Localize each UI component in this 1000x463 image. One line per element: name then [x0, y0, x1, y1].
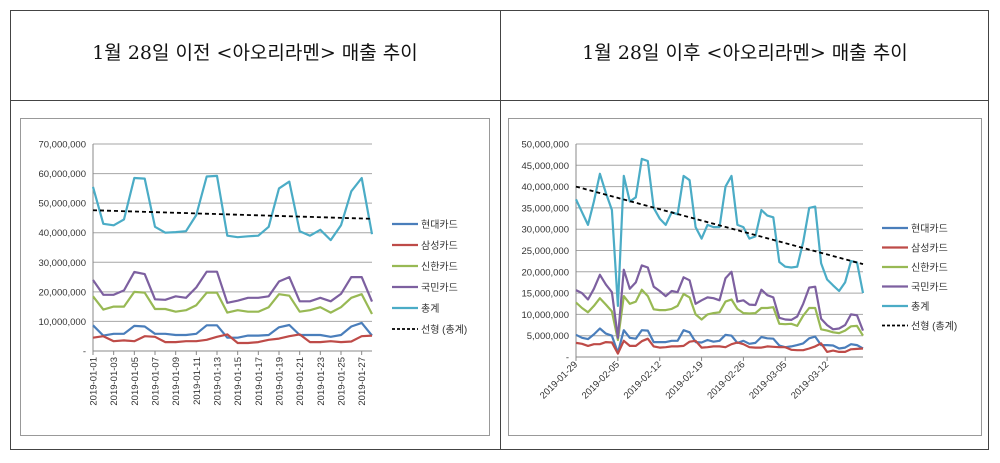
- x-tick-label: 2019-01-23: [316, 357, 327, 406]
- series-line-총계: [91, 174, 374, 242]
- y-tick-label: 10,000,000: [521, 310, 569, 321]
- y-tick-label: 30,000,000: [38, 258, 86, 269]
- legend-label: 선형 (총계): [911, 321, 957, 333]
- legend-label: 신한카드: [911, 262, 948, 274]
- x-tick-label: 2019-02-05: [580, 359, 622, 401]
- legend-label: 삼성카드: [911, 243, 948, 255]
- x-tick-label: 2019-03-12: [789, 359, 831, 401]
- right-chart-header: 1월 28일 이후 <아오리라멘> 매출 추이: [582, 42, 908, 64]
- y-tick-label: 60,000,000: [38, 169, 86, 180]
- trendline: [92, 209, 373, 220]
- y-tick-label: 50,000,000: [521, 140, 569, 151]
- legend-label: 현대카드: [911, 223, 948, 235]
- y-tick-label: 70,000,000: [38, 140, 86, 151]
- y-tick-label: 50,000,000: [38, 199, 86, 210]
- x-tick-label: 2019-02-26: [705, 359, 747, 401]
- x-tick-label: 2019-01-09: [171, 357, 182, 406]
- x-tick-label: 2019-01-13: [213, 357, 224, 406]
- legend-label: 총계: [911, 301, 929, 313]
- y-tick-label: 40,000,000: [521, 182, 569, 193]
- chart-before-box: [20, 118, 490, 436]
- x-tick-label: 2019-01-19: [275, 357, 286, 406]
- x-tick-label: 2019-02-12: [622, 359, 664, 401]
- chart-after-box: [508, 118, 982, 436]
- series-line-국민카드: [575, 264, 865, 339]
- x-tick-label: 2019-03-05: [747, 359, 789, 401]
- x-tick-label: 2019-02-19: [664, 359, 706, 401]
- x-tick-label: 2019-01-07: [151, 357, 162, 406]
- y-tick-label: 15,000,000: [521, 289, 569, 300]
- y-tick-label: -: [83, 347, 86, 358]
- y-tick-label: 45,000,000: [521, 161, 569, 172]
- y-tick-label: 40,000,000: [38, 228, 86, 239]
- x-tick-label: 2019-01-17: [254, 357, 265, 406]
- series-line-신한카드: [575, 288, 864, 342]
- left-chart-header: 1월 28일 이전 <아오리라멘> 매출 추이: [92, 42, 418, 64]
- series-line-현대카드: [575, 327, 864, 354]
- x-tick-label: 2019-01-25: [337, 357, 348, 406]
- y-tick-label: 5,000,000: [527, 331, 569, 342]
- y-tick-label: 35,000,000: [521, 203, 569, 214]
- series-line-국민카드: [92, 270, 374, 304]
- y-tick-label: 25,000,000: [521, 246, 569, 257]
- header-divider: [10, 100, 989, 101]
- x-tick-label: 2019-01-03: [109, 357, 120, 406]
- y-tick-label: 20,000,000: [521, 267, 569, 278]
- legend-label: 현대카드: [421, 219, 458, 231]
- series-line-삼성카드: [92, 333, 373, 345]
- series-line-총계: [575, 157, 865, 307]
- series-line-삼성카드: [575, 337, 864, 355]
- y-tick-label: 20,000,000: [38, 287, 86, 298]
- column-divider: [500, 10, 501, 450]
- series-line-신한카드: [92, 290, 373, 315]
- x-tick-label: 2019-01-05: [130, 357, 141, 406]
- x-tick-label: 2019-01-29: [538, 359, 580, 401]
- y-tick-label: 30,000,000: [521, 225, 569, 236]
- legend-label: 선형 (총계): [421, 324, 467, 336]
- legend-label: 삼성카드: [421, 240, 458, 252]
- y-tick-label: -: [566, 353, 569, 364]
- trendline: [575, 185, 864, 266]
- x-tick-label: 2019-01-01: [89, 357, 100, 406]
- y-tick-label: 10,000,000: [38, 317, 86, 328]
- legend-label: 국민카드: [421, 282, 458, 294]
- legend-label: 국민카드: [911, 282, 948, 294]
- table-frame: [10, 10, 989, 450]
- x-tick-label: 2019-01-11: [192, 357, 203, 405]
- legend-label: 신한카드: [421, 261, 458, 273]
- x-tick-label: 2019-01-15: [233, 357, 244, 406]
- x-tick-label: 2019-01-27: [357, 357, 368, 406]
- legend-label: 총계: [421, 303, 439, 315]
- x-tick-label: 2019-01-21: [295, 357, 306, 406]
